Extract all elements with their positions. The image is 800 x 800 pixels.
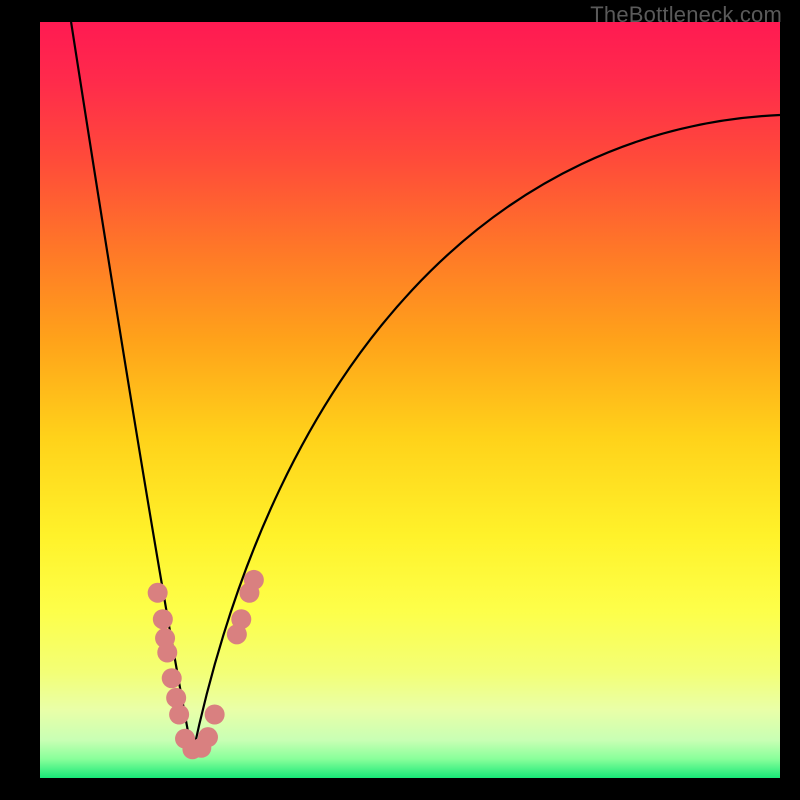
frame: TheBottleneck.com [0,0,800,800]
background-gradient [40,22,780,778]
watermark-text: TheBottleneck.com [590,2,782,28]
plot-area [40,22,780,778]
